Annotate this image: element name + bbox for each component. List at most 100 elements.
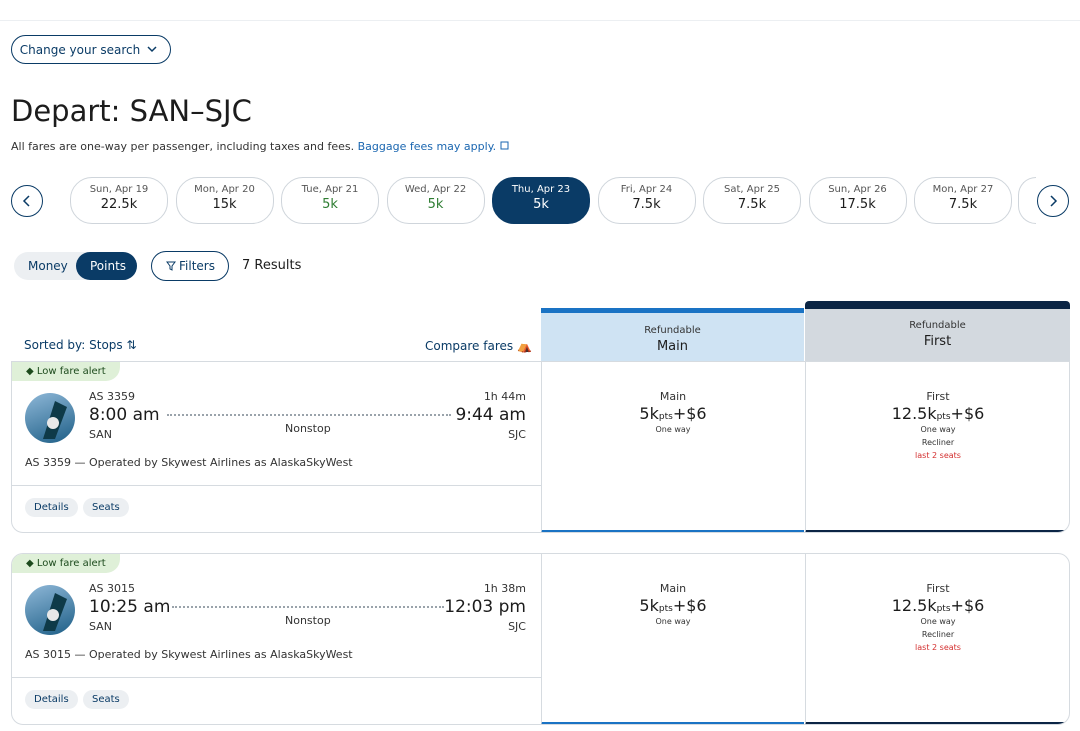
chevron-icon [147,45,157,52]
arrive-time: 9:44 am [455,405,526,425]
origin: SAN [89,428,112,441]
airline-logo [25,585,75,635]
date-label: Tue, Apr 21 [301,184,359,195]
action-chip[interactable]: Details [25,498,78,517]
divider [12,677,542,678]
depart-time: 8:00 am [89,405,160,425]
action-chip[interactable]: Seats [83,498,129,517]
date-label: Mon, Apr 27 [932,184,994,195]
external-icon [500,141,509,150]
filters-label: Filters [179,259,215,273]
subtitle-row: All fares are one-way per passenger, inc… [11,140,510,153]
compare-label: Compare fares [425,339,514,353]
baggage-link[interactable]: Baggage fees may apply. [357,140,497,153]
depart-time: 10:25 am [89,597,171,617]
prev-dates[interactable] [11,185,43,217]
date-pill[interactable]: Mon, Apr 20 15k [175,177,274,224]
date-pill[interactable]: Sun, Apr 19 22.5k [70,177,168,224]
operated-by: AS 3359 — Operated by Skywest Airlines a… [25,456,353,469]
button-label: Change your search [19,42,141,57]
action-chip[interactable]: Details [25,690,78,709]
date-pill[interactable]: Tue, Apr 21 5k [281,177,379,224]
flight-number: AS 3015 [89,582,135,595]
date-label: Sun, Apr 26 [828,184,887,195]
fare-seat: Recliner [921,438,955,447]
alert-text: Low fare alert [36,558,106,569]
next-date-partial [1018,177,1036,224]
date-pill[interactable]: Sat, Apr 25 7.5k [703,177,801,224]
flight-card: ◆ Low fare alert AS 3015 10:25 am SAN 1h 38m… [11,553,1070,725]
date-pill[interactable]: Wed, Apr 22 5k [386,177,485,224]
fare-cabin: First [923,334,952,349]
arrow-icon [22,195,30,207]
destination: SJC [508,620,526,633]
date-price: 15k [212,197,237,212]
fare-unit: pts [658,412,673,422]
fare-note: One way [655,425,691,434]
fare-cabin-name: First [926,390,950,403]
date-price: 7.5k [632,197,661,212]
date-pill[interactable]: Fri, Apr 24 7.5k [597,177,696,224]
stops: Nonstop [285,422,331,435]
fare-column-header: Refundable Main [541,308,804,361]
duration: 1h 44m [483,390,526,403]
fare-cell[interactable]: Main 5kpts+$6 One way [541,362,804,532]
fare-note: One way [920,425,956,434]
fare-price: 5kpts+$6 [542,404,804,423]
page-title: Depart: SAN–SJC [11,94,252,128]
fare-price: 12.5kpts+$6 [806,596,1069,615]
fare-cell[interactable]: First 12.5kpts+$6 One way Recliner last 2 se… [805,362,1069,532]
route-line [172,606,444,608]
fare-unit: pts [936,604,951,614]
fare-note: One way [655,617,691,626]
date-label: Wed, Apr 22 [404,184,467,195]
fare-price: 12.5kpts+$6 [806,404,1069,423]
date-label: Sat, Apr 25 [724,184,780,195]
low-fare-alert: ◆ Low fare alert [12,362,120,381]
fare-cell[interactable]: First 12.5kpts+$6 One way Recliner last 2 se… [805,554,1069,724]
origin: SAN [89,620,112,633]
fare-refundable: Refundable [644,325,701,336]
fare-cash: +$6 [950,596,985,615]
date-price: 5k [427,197,444,212]
fare-cell[interactable]: Main 5kpts+$6 One way [541,554,804,724]
action-chip[interactable]: Seats [83,690,129,709]
change-search-button[interactable]: Change your search [11,35,171,64]
date-price: 5k [533,197,549,212]
operated-by: AS 3015 — Operated by Skywest Airlines a… [25,648,353,661]
sort-control[interactable]: Sorted by: Stops ⇅ [24,338,137,352]
flight-card: ◆ Low fare alert AS 3359 8:00 am SAN 1h 44m 9… [11,361,1070,533]
fare-cabin: Main [656,339,689,354]
date-price: 5k [322,197,338,212]
alert-text: Low fare alert [36,366,106,377]
arrive-time: 12:03 pm [444,597,526,617]
compare-fares[interactable]: Compare fares ⛺ [425,339,532,353]
next-dates[interactable] [1037,185,1069,217]
filters-button[interactable]: Filters [151,251,229,281]
fare-warning: last 2 seats [915,643,961,652]
fare-unit: pts [658,604,673,614]
top-bar [0,0,1080,21]
fare-note: One way [920,617,956,626]
date-pill[interactable]: Sun, Apr 26 17.5k [808,177,907,224]
fare-cabin-name: Main [659,390,687,403]
flight-number: AS 3359 [89,390,135,403]
date-pill[interactable]: Thu, Apr 23 5k [492,177,590,224]
points-option[interactable]: Points [90,259,127,273]
date-price: 17.5k [839,197,876,212]
date-label: Sun, Apr 19 [89,184,149,195]
date-label: Fri, Apr 24 [620,184,673,195]
logo-art [43,401,67,439]
fare-column-header: Refundable First [805,301,1070,361]
route-line [167,414,451,416]
fare-points: 5k [639,596,659,615]
toggle-selected [76,252,137,280]
fare-cash: +$6 [672,596,707,615]
date-pill[interactable]: Mon, Apr 27 7.5k [914,177,1012,224]
money-option[interactable]: Money [28,259,68,273]
sort-label: Sorted by: Stops [24,338,123,352]
date-label: Mon, Apr 20 [194,184,255,195]
destination: SJC [508,428,526,441]
fare-points: 12.5k [891,596,937,615]
date-price: 7.5k [948,197,978,212]
